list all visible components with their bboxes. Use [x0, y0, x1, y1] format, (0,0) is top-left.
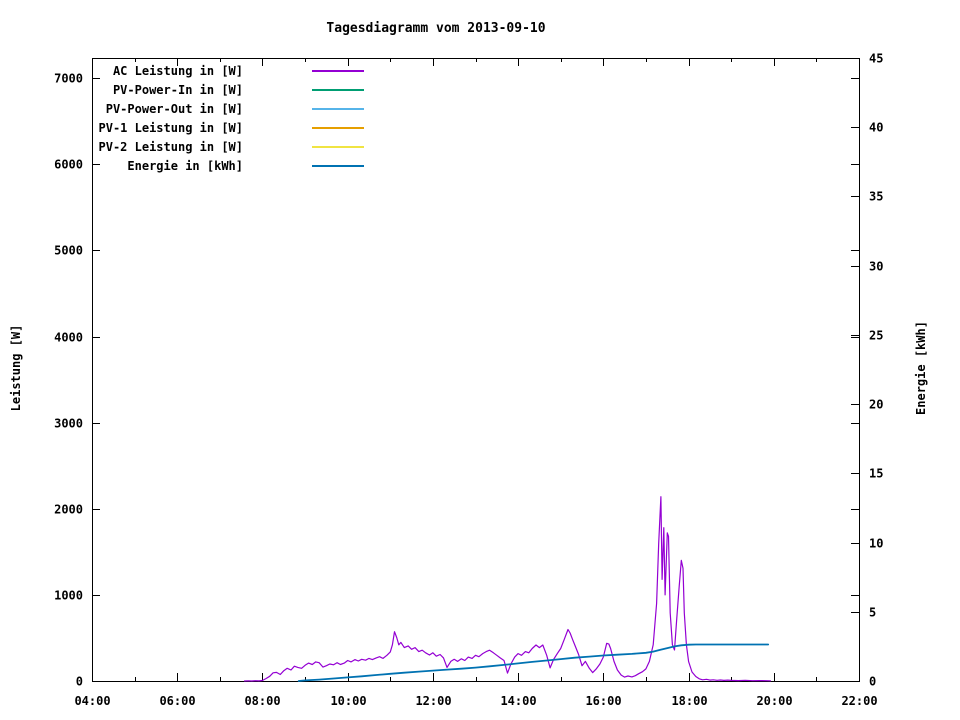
x-tick-label: 10:00 [330, 694, 366, 708]
y-left-tick-label: 2000 [54, 503, 83, 517]
legend-line-sample [312, 89, 364, 91]
y-left-tick-label: 5000 [54, 244, 83, 258]
y-left-tick-label: 6000 [54, 158, 83, 172]
y-right-tick-label: 30 [869, 260, 883, 274]
series-line-energie-in-kwh [297, 643, 770, 682]
legend-label: PV-Power-Out in [W] [105, 102, 243, 116]
y-right-tick-label: 25 [869, 329, 883, 343]
legend-line-sample [312, 146, 364, 148]
legend-item-ac-leistung: AC Leistung in [W] [0, 62, 364, 80]
y-right-tick-label: 40 [869, 121, 883, 135]
y-right-tick-label: 10 [869, 537, 883, 551]
legend-label: PV-Power-In in [W] [112, 83, 243, 97]
legend-line-sample [312, 165, 364, 167]
x-tick-label: 12:00 [415, 694, 451, 708]
x-tick-label: 14:00 [500, 694, 536, 708]
y-right-tick-label: 35 [869, 190, 883, 204]
y-left-tick-label: 1000 [54, 589, 83, 603]
y-left-tick-label: 7000 [54, 72, 83, 86]
x-tick-label: 20:00 [756, 694, 792, 708]
left-axis-label: Leistung [W] [9, 324, 23, 412]
legend-label: AC Leistung in [W] [112, 64, 243, 78]
chart-title: Tagesdiagramm vom 2013-09-10 [326, 21, 546, 36]
legend-item-pv1-leistung: PV-1 Leistung in [W] [0, 119, 364, 137]
legend-label: PV-2 Leistung in [W] [98, 140, 244, 154]
x-tick-label: 08:00 [244, 694, 280, 708]
legend-item-energie: Energie in [kWh] [0, 157, 364, 175]
x-tick-label: 06:00 [159, 694, 195, 708]
x-tick-label: 22:00 [841, 694, 877, 708]
legend-line-sample [312, 70, 364, 72]
right-axis-label: Energie [kWh] [914, 321, 928, 415]
y-right-tick-label: 5 [869, 606, 876, 620]
x-tick-label: 04:00 [74, 694, 110, 708]
legend-label: PV-1 Leistung in [W] [98, 121, 244, 135]
y-right-tick-label: 20 [869, 398, 883, 412]
legend-label: Energie in [kWh] [127, 159, 243, 173]
legend-item-pv-power-in: PV-Power-In in [W] [0, 81, 364, 99]
y-left-tick-label: 3000 [54, 417, 83, 431]
x-tick-label: 18:00 [671, 694, 707, 708]
legend-line-sample [312, 127, 364, 129]
x-tick-label: 16:00 [585, 694, 621, 708]
y-right-tick-label: 45 [869, 52, 883, 66]
y-right-tick-label: 0 [869, 675, 876, 689]
y-right-tick-label: 15 [869, 467, 883, 481]
y-left-tick-label: 0 [76, 675, 83, 689]
y-left-tick-label: 4000 [54, 331, 83, 345]
legend-line-sample [312, 108, 364, 110]
legend-item-pv2-leistung: PV-2 Leistung in [W] [0, 138, 364, 156]
legend-item-pv-power-out: PV-Power-Out in [W] [0, 100, 364, 118]
series-line-ac-leistung-in-w [243, 496, 772, 682]
